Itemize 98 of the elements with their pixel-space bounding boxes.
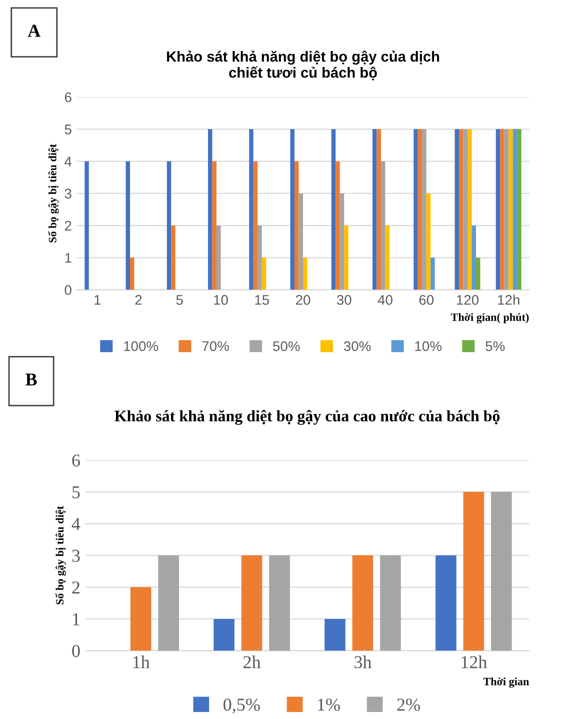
legend-label: 2% — [397, 698, 420, 711]
bar — [166, 161, 172, 290]
bar — [344, 226, 348, 290]
legend-label: 50% — [273, 341, 300, 352]
y-tick-label: 0 — [72, 644, 80, 658]
text: B — [26, 374, 37, 386]
x-tick-label: 120 — [456, 294, 479, 305]
bar — [214, 618, 234, 651]
bar — [158, 555, 179, 651]
y-axis-title: Số bọ gậy bị tiêu diệt — [55, 506, 66, 604]
legend-label: 100% — [124, 341, 158, 352]
bar — [294, 161, 299, 290]
bar — [430, 258, 435, 290]
y-tick-label: 1 — [73, 613, 80, 626]
bar — [241, 555, 262, 651]
chart-title: Khảo sát khả năng diệt bọ gậy của cao nước của bách bộ — [114, 410, 500, 425]
x-tick-label: 15 — [255, 295, 270, 305]
bar — [414, 129, 418, 290]
y-tick-label: 0 — [64, 285, 72, 295]
bar — [496, 129, 500, 290]
bar — [331, 129, 336, 290]
bar — [436, 555, 456, 651]
bar — [258, 226, 262, 290]
bar — [422, 129, 426, 290]
bar — [130, 587, 152, 651]
bar — [376, 129, 381, 290]
y-tick-label: 3 — [72, 550, 80, 562]
bar — [324, 618, 346, 651]
legend-label: 70% — [202, 341, 229, 352]
bar — [336, 161, 340, 290]
bar — [508, 129, 513, 290]
bar — [84, 161, 89, 290]
bar — [262, 258, 266, 290]
bar — [302, 258, 308, 290]
bar — [472, 226, 476, 290]
bar — [463, 492, 484, 651]
chart-title: Khảo sát khả năng diệt bọ gậy của dịch chiết tươi củ bách bộ — [167, 50, 440, 80]
y-tick-label: 5 — [72, 486, 80, 498]
bar — [380, 161, 386, 290]
y-tick-label: 4 — [72, 518, 80, 530]
x-axis-title: Thời gian( phút) — [450, 313, 529, 324]
y-tick-label: 5 — [64, 124, 72, 134]
y-tick-label: 4 — [64, 156, 72, 166]
bar — [208, 129, 212, 290]
bar — [491, 492, 512, 651]
y-axis-title: Số bọ gậy bị tiêu diệt — [48, 144, 59, 242]
bar — [171, 226, 176, 290]
text: A — [28, 24, 41, 37]
bar — [476, 258, 480, 290]
legend-label: 30% — [344, 341, 371, 352]
y-tick-label: 2 — [72, 581, 80, 594]
bar — [130, 258, 134, 290]
y-tick-label: 1 — [65, 253, 72, 263]
y-tick-label: 6 — [72, 454, 80, 467]
bar — [504, 129, 509, 290]
x-tick-label: 20 — [296, 294, 310, 305]
y-tick-label: 6 — [64, 92, 72, 102]
legend-label: 5% — [486, 341, 505, 352]
x-tick-label: 12h — [498, 294, 520, 305]
bar — [454, 129, 459, 290]
bar — [212, 161, 216, 290]
bar — [340, 193, 344, 290]
bar — [352, 555, 374, 651]
bar — [253, 161, 258, 290]
bar — [385, 226, 390, 290]
x-axis-title: Thời gian — [483, 677, 530, 688]
bar — [426, 193, 431, 290]
bar — [298, 193, 303, 290]
bar — [249, 129, 254, 290]
x-tick-label: 5 — [176, 295, 183, 305]
bar — [517, 129, 522, 290]
x-tick-label: 12h — [462, 656, 487, 668]
x-tick-label: 2 — [135, 294, 142, 305]
x-tick-label: 1 — [94, 295, 101, 305]
x-tick-label: 30 — [336, 294, 352, 305]
bar — [126, 161, 130, 290]
bar — [216, 226, 221, 290]
bar — [269, 555, 290, 651]
bar — [467, 129, 472, 290]
x-tick-label: 2h — [244, 656, 261, 668]
bar — [372, 129, 377, 290]
legend-label: 10% — [415, 341, 442, 352]
y-tick-label: 2 — [64, 220, 72, 231]
x-tick-label: 1h — [133, 656, 150, 668]
bar — [380, 555, 401, 651]
x-tick-label: 3h — [354, 656, 372, 668]
legend-label: 1% — [318, 698, 340, 711]
bar — [290, 129, 294, 290]
y-tick-label: 3 — [64, 188, 72, 199]
x-tick-label: 40 — [378, 294, 392, 305]
bar — [458, 129, 464, 290]
bar — [463, 129, 468, 290]
bar — [418, 129, 422, 290]
legend-label: 0,5% — [224, 698, 260, 714]
bar — [512, 129, 518, 290]
bar — [500, 129, 504, 290]
x-tick-label: 60 — [419, 294, 434, 305]
x-tick-label: 10 — [214, 294, 228, 305]
